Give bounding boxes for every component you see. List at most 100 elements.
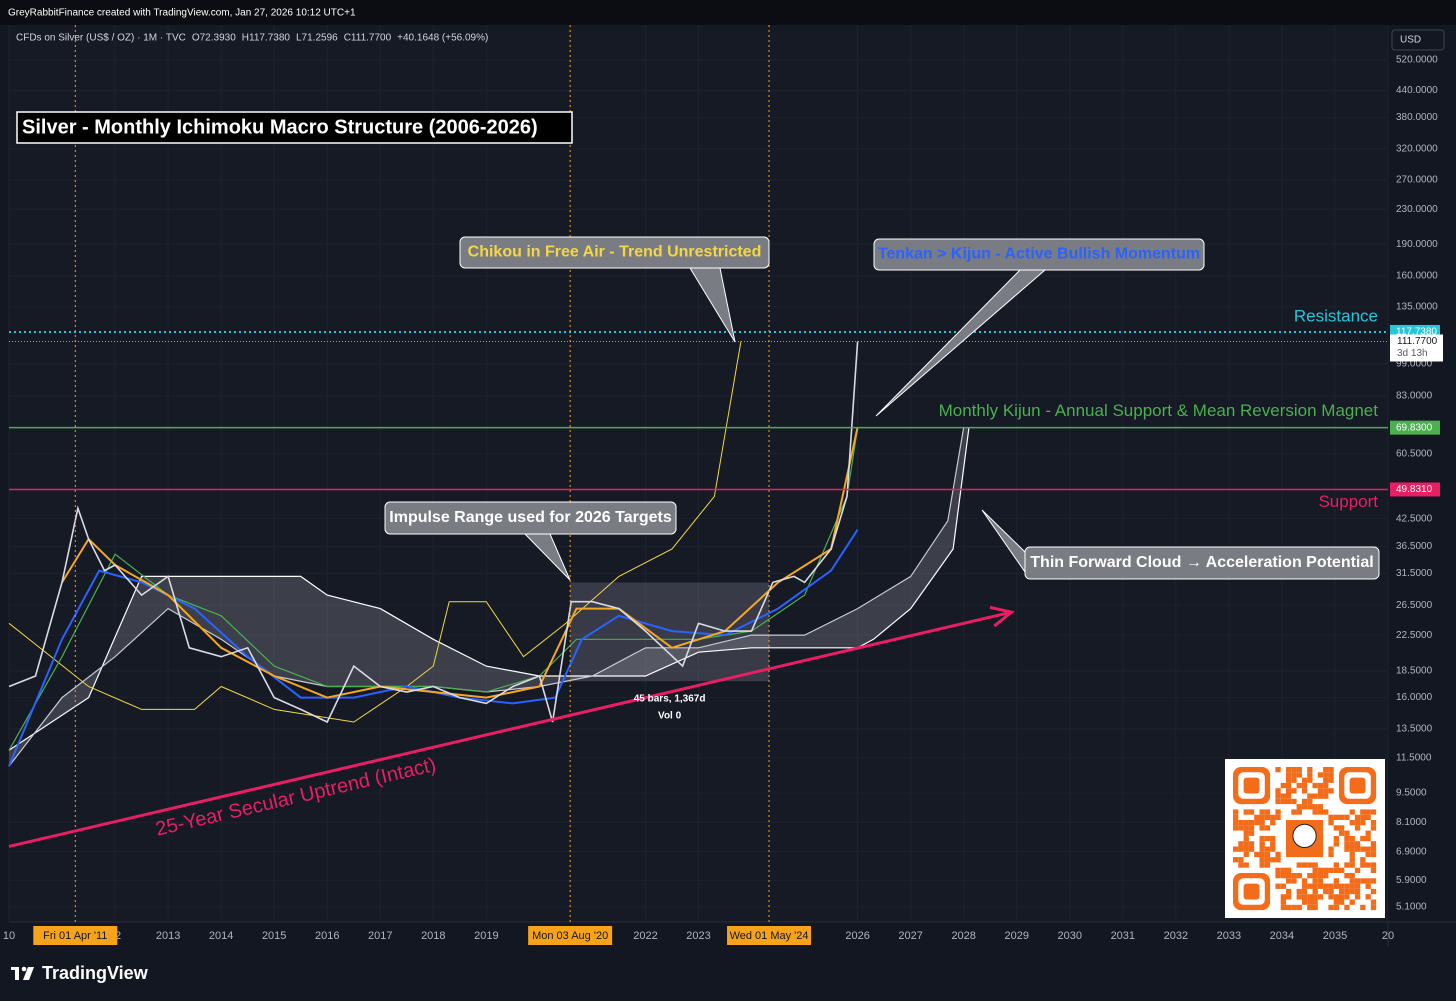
ohlc-value: +40.1648 (+56.09%) <box>397 33 488 44</box>
qr-cell <box>1291 809 1297 815</box>
qr-cell <box>1238 841 1244 847</box>
qr-cell <box>1328 888 1334 895</box>
x-tick-label: 2013 <box>156 930 180 942</box>
qr-cell <box>1317 878 1324 884</box>
y-tick-label: 6.9000 <box>1396 846 1427 857</box>
qr-cell <box>1365 883 1371 889</box>
qr-cell <box>1275 809 1281 815</box>
qr-cell <box>1307 904 1313 911</box>
qr-cell <box>1248 841 1255 847</box>
callout-text: Chikou in Free Air - Trend Unrestricted <box>468 244 762 261</box>
y-tick-label: 270.0000 <box>1396 175 1438 186</box>
callout-box <box>1024 546 1380 580</box>
qr-cell <box>1328 904 1334 911</box>
x-tick-label: 2026 <box>845 930 869 942</box>
qr-cell <box>1275 883 1281 889</box>
qr-cell <box>1360 904 1366 911</box>
level-price-box <box>1390 482 1440 497</box>
qr-cell <box>1323 777 1329 783</box>
qr-cell <box>1264 862 1271 868</box>
qr-cell <box>1365 830 1371 836</box>
qr-cell <box>1344 835 1350 842</box>
qr-cell <box>1323 809 1329 815</box>
qr-cell <box>1243 809 1249 815</box>
qr-cell <box>1339 894 1345 900</box>
qr-cell <box>1264 809 1271 815</box>
qr-cell <box>1291 777 1297 783</box>
qr-cell <box>1349 820 1355 826</box>
y-tick-label: 190.0000 <box>1396 239 1438 250</box>
qr-cell <box>1333 878 1339 884</box>
level-name: Monthly Kijun - Annual Support & Mean Re… <box>939 401 1379 420</box>
qr-cell <box>1296 862 1302 868</box>
x-tick-label: 2018 <box>421 930 445 942</box>
qr-cell <box>1365 894 1371 900</box>
series-line <box>8 341 742 723</box>
level-name: Resistance <box>1294 306 1378 325</box>
qr-cell <box>1243 835 1249 842</box>
qr-cell <box>1307 862 1313 868</box>
y-tick-label: 18.5000 <box>1396 666 1433 677</box>
qr-cell <box>1370 899 1377 905</box>
qr-cell <box>1328 851 1334 858</box>
qr-cell <box>1317 788 1324 794</box>
qr-cell <box>1233 825 1239 831</box>
qr-cell <box>1312 867 1318 873</box>
x-tick-label: 2034 <box>1270 930 1294 942</box>
qr-cell <box>1323 873 1329 879</box>
y-tick-label: 13.5000 <box>1396 723 1433 734</box>
qr-cell <box>1264 857 1271 863</box>
qr-cell <box>1349 841 1355 847</box>
qr-cell <box>1259 841 1265 847</box>
qr-cell <box>1296 888 1302 895</box>
qr-cell <box>1312 804 1318 810</box>
qr-cell <box>1291 904 1297 911</box>
y-tick-label: 9.5000 <box>1396 788 1427 799</box>
x-tick-label: 2030 <box>1058 930 1082 942</box>
qr-cell <box>1344 846 1350 852</box>
qr-cell <box>1344 830 1350 836</box>
ohlc-value: L71.2596 <box>296 33 338 44</box>
qr-cell <box>1286 767 1292 773</box>
series-line <box>61 426 859 699</box>
qr-cell <box>1323 767 1329 773</box>
y-tick-label: 99.0000 <box>1396 358 1433 369</box>
qr-cell <box>1233 809 1239 815</box>
qr-cell <box>1291 788 1297 794</box>
qr-cell <box>1280 867 1286 873</box>
qr-cell <box>1328 846 1334 852</box>
date-marker-box <box>727 926 812 945</box>
qr-cell <box>1307 767 1313 773</box>
qr-cell <box>1243 830 1249 836</box>
qr-cell <box>1323 788 1329 794</box>
x-tick-label: 2015 <box>262 930 286 942</box>
x-tick-label: 20 <box>1382 930 1394 942</box>
qr-cell <box>1254 820 1260 826</box>
chart-title: Silver - Monthly Ichimoku Macro Structur… <box>22 116 538 138</box>
header-bar <box>0 0 1456 25</box>
qr-cell <box>1323 793 1329 799</box>
qr-cell <box>1275 867 1281 873</box>
qr-cell <box>1365 814 1371 820</box>
x-tick-label: 2032 <box>1164 930 1188 942</box>
qr-cell <box>1301 894 1308 900</box>
currency-box <box>1391 29 1445 51</box>
qr-cell <box>1307 899 1313 905</box>
qr-cell <box>1243 851 1249 858</box>
qr-cell <box>1333 904 1339 911</box>
qr-cell <box>1323 883 1329 889</box>
qr-cell <box>1317 867 1324 873</box>
qr-cell <box>1344 862 1350 868</box>
qr-cell <box>1370 851 1377 858</box>
qr-cell <box>1354 888 1361 895</box>
qr-finder <box>1243 777 1260 794</box>
qr-cell <box>1301 888 1308 895</box>
y-tick-label: 83.0000 <box>1396 391 1433 402</box>
qr-cell <box>1328 894 1334 900</box>
qr-cell <box>1301 804 1308 810</box>
qr-cell <box>1243 846 1249 852</box>
qr-cell <box>1360 878 1366 884</box>
qr-cell <box>1301 798 1308 805</box>
qr-cell <box>1349 873 1355 879</box>
